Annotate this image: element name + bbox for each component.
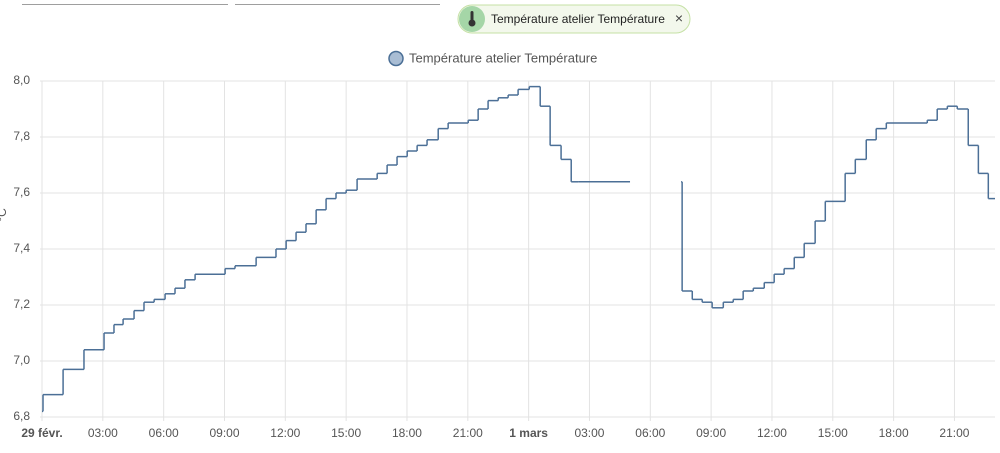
y-tick-label: 7,0 [13, 353, 30, 367]
chip-bg [457, 4, 691, 34]
x-tick-label: 06:00 [149, 426, 179, 440]
filter-chip[interactable]: Température atelier Température × [457, 4, 691, 34]
x-tick-label: 03:00 [88, 426, 118, 440]
thermometer-icon [470, 11, 474, 21]
x-tick-label: 18:00 [879, 426, 909, 440]
x-tick-label: 15:00 [818, 426, 848, 440]
x-tick-label: 15:00 [331, 426, 361, 440]
x-tick-label: 06:00 [635, 426, 665, 440]
x-tick-label: 1 mars [509, 426, 548, 440]
x-tick-label: 18:00 [392, 426, 422, 440]
x-tick-label: 03:00 [574, 426, 604, 440]
y-tick-label: 7,6 [13, 185, 30, 199]
x-tick-label: 09:00 [696, 426, 726, 440]
x-tick-label: 12:00 [757, 426, 787, 440]
y-axis-label: °C [0, 208, 9, 222]
chip-label: Température atelier Température [491, 12, 665, 26]
x-tick-label: 21:00 [453, 426, 483, 440]
y-tick-label: 7,4 [13, 241, 30, 255]
chip-close[interactable]: × [675, 10, 683, 26]
x-tick-label: 29 févr. [21, 426, 62, 440]
x-tick-label: 21:00 [939, 426, 969, 440]
y-tick-label: 7,8 [13, 129, 30, 143]
x-tick-label: 12:00 [270, 426, 300, 440]
x-tick-label: 09:00 [209, 426, 239, 440]
legend-label[interactable]: Température atelier Température [409, 50, 597, 65]
thermometer-bulb [468, 19, 476, 27]
y-tick-label: 6,8 [13, 409, 30, 423]
legend-swatch [388, 50, 404, 67]
y-tick-label: 8,0 [13, 73, 30, 87]
y-tick-label: 7,2 [13, 297, 30, 311]
